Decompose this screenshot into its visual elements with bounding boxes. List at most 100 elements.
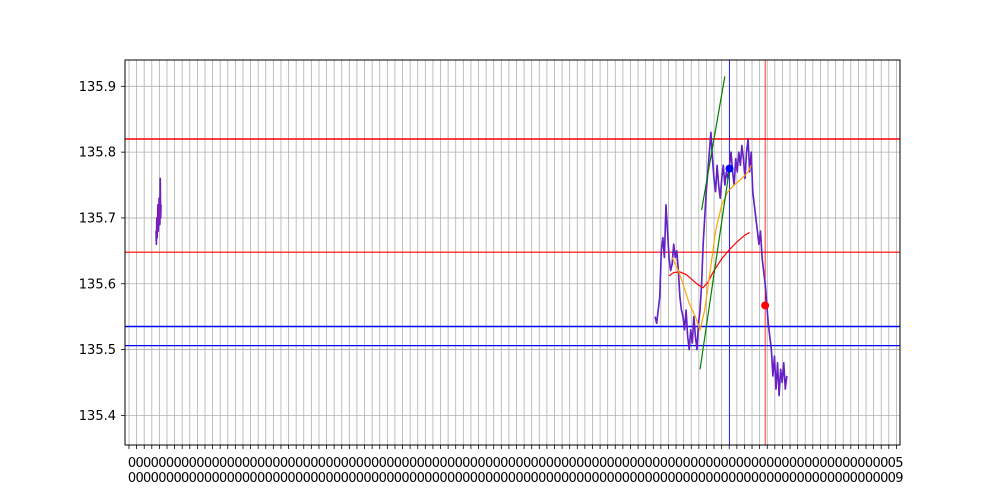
x-tick-label: 0 [234,456,242,471]
x-tick-label: 0 [538,456,546,471]
x-tick-label: 0 [523,471,531,486]
x-tick-label: 0 [667,471,675,486]
x-tick-label: 0 [880,471,888,486]
x-tick-label: 0 [645,471,653,486]
x-tick-label: 0 [143,456,151,471]
x-tick-label: 0 [561,471,569,486]
x-tick-label: 0 [629,456,637,471]
x-tick-label: 0 [272,456,280,471]
x-tick-label: 0 [310,456,318,471]
x-tick-label: 0 [850,471,858,486]
x-tick-label: 0 [493,471,501,486]
x-tick-label: 0 [477,471,485,486]
x-tick-label: 0 [736,456,744,471]
x-tick-label: 0 [774,471,782,486]
x-tick-label: 0 [812,456,820,471]
x-tick-label: 0 [166,456,174,471]
x-tick-label: 0 [561,456,569,471]
x-tick-label: 0 [447,471,455,486]
x-tick-label: 0 [455,456,463,471]
x-tick-label: 0 [371,456,379,471]
x-tick-label: 0 [804,456,812,471]
x-tick-label: 0 [713,471,721,486]
x-tick-label: 0 [637,471,645,486]
x-tick-label: 0 [872,456,880,471]
x-tick-label: 0 [257,456,265,471]
x-tick-label: 0 [242,471,250,486]
x-tick-label: 0 [211,471,219,486]
x-tick-label: 0 [865,471,873,486]
x-tick-label: 0 [523,456,531,471]
x-tick-label: 0 [462,471,470,486]
x-tick-label: 0 [341,471,349,486]
x-tick-label: 0 [325,456,333,471]
x-tick-label: 0 [515,471,523,486]
x-tick-label: 0 [401,471,409,486]
x-tick-label: 0 [257,471,265,486]
x-tick-label: 0 [690,456,698,471]
x-tick-label: 0 [249,456,257,471]
x-tick-label: 0 [781,471,789,486]
x-tick-label: 0 [774,456,782,471]
x-tick-label: 0 [287,471,295,486]
x-tick-label: 0 [569,456,577,471]
x-tick-label: 0 [683,471,691,486]
x-tick-label: 0 [135,471,143,486]
overlay-lines [668,76,752,370]
x-tick-label: 0 [181,456,189,471]
x-tick-label: 0 [508,456,516,471]
x-tick-label: 0 [477,456,485,471]
x-tick-label: 0 [265,456,273,471]
x-tick-label: 0 [667,456,675,471]
x-tick-label: 0 [234,471,242,486]
x-tick-label: 0 [470,456,478,471]
x-tick-label: 0 [485,456,493,471]
x-tick-label: 0 [455,471,463,486]
x-tick-label: 0 [204,471,212,486]
x-tick-label: 0 [401,456,409,471]
trendline [701,76,726,211]
x-tick-label: 0 [462,456,470,471]
x-tick-label: 0 [439,471,447,486]
x-tick-label: 0 [143,471,151,486]
x-tick-label: 0 [698,471,706,486]
x-tick-label: 0 [553,456,561,471]
x-tick-label: 0 [865,456,873,471]
x-tick-label: 0 [211,456,219,471]
x-tick-label: 0 [850,456,858,471]
price-series [155,131,788,397]
x-tick-label: 0 [189,456,197,471]
x-tick-label: 0 [614,471,622,486]
y-tick-label: 135.4 [79,409,116,424]
x-tick-label: 0 [219,456,227,471]
x-tick-label: 0 [295,456,303,471]
x-tick-label: 0 [151,471,159,486]
x-tick-label: 0 [295,471,303,486]
price-line [654,131,788,397]
x-tick-label: 0 [576,456,584,471]
x-tick-label: 0 [645,456,653,471]
vertical-markers [729,60,766,445]
x-tick-label: 0 [827,456,835,471]
x-tick-label: 0 [219,471,227,486]
x-tick-label: 0 [736,471,744,486]
x-tick-label: 0 [531,456,539,471]
x-tick-label: 0 [447,456,455,471]
x-tick-label: 0 [409,471,417,486]
x-tick-label: 0 [181,471,189,486]
x-tick-label: 0 [196,471,204,486]
x-tick-label: 0 [758,456,766,471]
signal-marker [761,301,770,310]
x-tick-label: 0 [356,471,364,486]
x-tick-label: 0 [781,456,789,471]
x-tick-label: 0 [356,456,364,471]
x-tick-label: 0 [280,456,288,471]
x-tick-label: 0 [508,471,516,486]
x-tick-label: 0 [379,456,387,471]
x-tick-label: 0 [470,471,478,486]
x-tick-label: 0 [584,471,592,486]
x-tick-label: 0 [599,456,607,471]
x-tick-label: 0 [857,456,865,471]
x-tick-label: 0 [614,456,622,471]
